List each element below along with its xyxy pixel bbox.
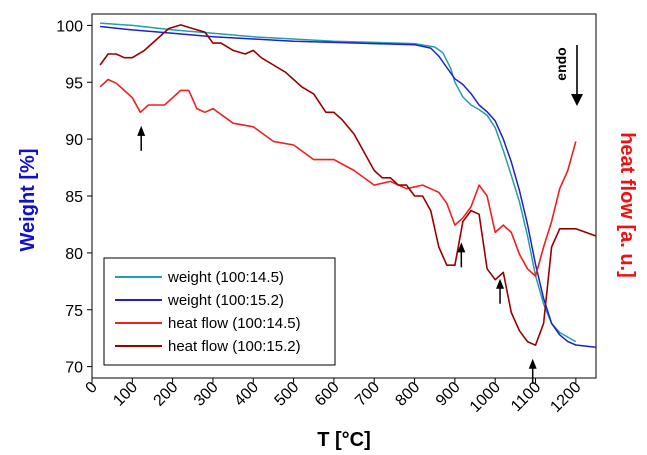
- x-tick-label: 300: [191, 379, 222, 410]
- y-tick-label: 70: [65, 360, 83, 377]
- series-line-0: [100, 22, 577, 343]
- y-axis-label: Weight [%]: [17, 149, 39, 252]
- legend-item-heat-145: heat flow (100:14.5): [115, 315, 301, 332]
- x-tick-label: 600: [312, 379, 343, 410]
- y-tick-label: 75: [65, 303, 83, 320]
- y-tick-label: 80: [65, 246, 83, 263]
- series-line-2: [99, 78, 577, 277]
- endo-label: endo: [553, 47, 569, 80]
- endo-annotation: endo: [553, 45, 583, 106]
- svg-text:weight (100:14.5): weight (100:14.5): [167, 269, 284, 286]
- peak-arrow: [137, 125, 146, 151]
- x-axis-label: T [°C]: [317, 429, 371, 451]
- legend-box: [103, 257, 336, 366]
- x-tick-label: 100: [110, 379, 141, 410]
- peak-arrow: [528, 358, 537, 384]
- x-tick-label: 1000: [467, 379, 504, 416]
- series-line-3: [99, 24, 597, 347]
- peak-arrow: [496, 278, 505, 304]
- x-tick-label: 1100: [508, 379, 544, 415]
- y2-axis-label: heat flow [a. u.]: [616, 132, 638, 278]
- y-tick-label: 90: [65, 132, 83, 149]
- svg-text:weight (100:15.2): weight (100:15.2): [167, 292, 284, 309]
- x-tick-label: 700: [352, 379, 383, 410]
- x-tick-label: 800: [392, 379, 423, 410]
- legend-item-weight-145: weight (100:14.5): [115, 269, 284, 286]
- x-tick-label: 1200: [547, 379, 584, 416]
- legend-item-weight-152: weight (100:15.2): [115, 292, 284, 309]
- peak-arrow: [457, 242, 466, 268]
- svg-text:heat flow (100:15.2): heat flow (100:15.2): [168, 338, 301, 355]
- series-line-1: [100, 25, 597, 349]
- x-tick-label: 900: [433, 379, 464, 410]
- legend: weight (100:14.5) weight (100:15.2) heat…: [103, 257, 336, 366]
- x-tick-label: 500: [272, 379, 303, 410]
- x-tick-label: 200: [151, 379, 182, 410]
- x-tick-label: 400: [231, 379, 262, 410]
- svg-text:heat flow (100:14.5): heat flow (100:14.5): [168, 315, 301, 332]
- legend-item-heat-152: heat flow (100:15.2): [115, 338, 301, 355]
- y-tick-label: 100: [56, 18, 83, 35]
- series-layer: [99, 22, 597, 349]
- arrow-layer: [137, 125, 537, 384]
- endo-arrow-head: [571, 94, 583, 106]
- y-tick-label: 85: [65, 189, 83, 206]
- y-tick-label: 95: [65, 75, 83, 92]
